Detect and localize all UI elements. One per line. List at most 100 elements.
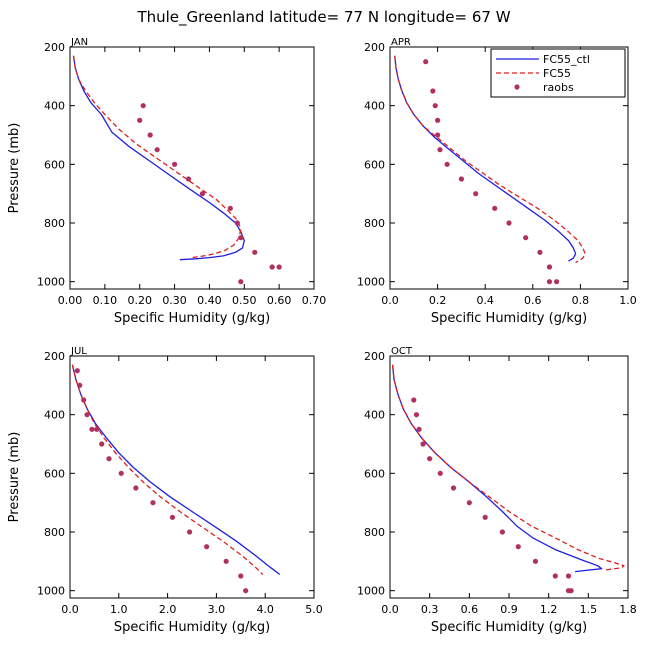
panel-apr: APR 0.0 0.2 0.4 0.6 0.8 1.0 200 400 600 800 1000 Spe…	[357, 37, 637, 326]
fc55-line	[391, 364, 625, 571]
y-axis-label: Pressure (mb)	[7, 123, 22, 214]
raobs-point	[77, 382, 83, 388]
x-tick-label: 3.0	[208, 603, 226, 616]
raobs-point	[252, 249, 258, 255]
raobs-point	[171, 161, 178, 167]
y-tick-label: 800	[44, 217, 65, 230]
raobs-point	[238, 573, 244, 579]
fc55-line	[72, 55, 242, 259]
raobs-point	[99, 441, 105, 447]
panel-title: JUL	[70, 346, 87, 357]
y-axis-label: Pressure (mb)	[7, 432, 22, 523]
raobs-point	[482, 514, 488, 520]
y-tick-label: 1000	[37, 276, 65, 289]
legend-label-raobs: raobs	[543, 81, 574, 94]
legend-label-ctl: FC55_ctl	[543, 53, 590, 66]
fc55-ctl-line	[72, 55, 245, 261]
panel-oct: OCT 0.0 0.3 0.6 0.9 1.2 1.5 1.8 200 400 600 800 1000…	[357, 346, 637, 635]
raobs-point	[269, 264, 275, 270]
x-tick-label: 0.30	[162, 294, 187, 307]
x-tick-label: 1.2	[540, 603, 558, 616]
raobs-point	[140, 103, 146, 109]
raobs-point	[537, 249, 543, 255]
x-tick-label: 0.10	[93, 294, 118, 307]
raobs-point	[276, 264, 282, 270]
raobs-point	[234, 220, 240, 226]
raobs-point	[243, 588, 249, 594]
raobs-point	[169, 514, 176, 520]
x-tick-label: 1.0	[619, 294, 637, 307]
y-tick-label: 200	[44, 350, 65, 363]
raobs-point	[568, 588, 574, 594]
x-tick-label: 0.9	[500, 603, 518, 616]
raobs-point	[423, 59, 429, 65]
raobs-point	[458, 176, 464, 182]
x-tick-label: 0.00	[58, 294, 83, 307]
raobs-point	[435, 132, 441, 138]
raobs-point	[523, 235, 529, 241]
x-tick-label: 1.0	[110, 603, 128, 616]
raobs-point	[81, 397, 87, 403]
raobs-point	[473, 191, 479, 197]
x-tick-label: 5.0	[305, 603, 323, 616]
x-tick-label: 0.20	[127, 294, 152, 307]
fc55-ctl-line	[391, 364, 603, 573]
raobs-point	[84, 412, 90, 418]
raobs-point	[437, 470, 443, 476]
x-axis-label: Specific Humidity (g/kg)	[431, 311, 587, 326]
raobs-point	[435, 117, 441, 123]
panel-title: OCT	[391, 346, 413, 357]
raobs-point	[147, 132, 153, 138]
legend-label-fc55: FC55	[543, 67, 571, 80]
y-tick-label: 800	[364, 526, 385, 539]
y-tick-label: 600	[44, 467, 65, 480]
x-axis-label: Specific Humidity (g/kg)	[431, 620, 587, 635]
raobs-point	[515, 544, 521, 550]
x-axis-label: Specific Humidity (g/kg)	[114, 311, 270, 326]
x-tick-label: 1.5	[580, 603, 598, 616]
x-tick-label: 0.40	[197, 294, 222, 307]
x-axis-label: Specific Humidity (g/kg)	[114, 620, 270, 635]
y-tick-label: 400	[44, 100, 65, 113]
raobs-point	[565, 573, 572, 579]
x-tick-label: 0.60	[267, 294, 292, 307]
raobs-point	[227, 205, 233, 211]
panels: JAN 0.00 0.10 0.20 0.30 0.40 0.50 0.60 0.70 200 40…	[7, 37, 637, 635]
x-tick-label: 0.6	[524, 294, 542, 307]
raobs-point	[552, 573, 558, 579]
legend-raobs-swatch	[514, 84, 520, 90]
x-tick-label: 0.0	[381, 603, 399, 616]
y-tick-label: 1000	[357, 276, 385, 289]
raobs-point	[238, 235, 244, 241]
x-tick-label: 0.3	[421, 603, 439, 616]
raobs-point	[437, 147, 443, 153]
raobs-point	[89, 426, 95, 432]
x-tick-label: 0.4	[476, 294, 494, 307]
y-tick-label: 800	[44, 526, 65, 539]
plot-frame	[69, 355, 315, 599]
y-tick-label: 200	[44, 41, 65, 54]
panel-jan: JAN 0.00 0.10 0.20 0.30 0.40 0.50 0.60 0.70 200 40…	[7, 37, 326, 326]
raobs-point	[492, 205, 498, 211]
raobs-point	[532, 558, 539, 564]
y-tick-label: 1000	[357, 585, 385, 598]
raobs-point	[199, 191, 206, 197]
raobs-point	[430, 88, 436, 94]
y-tick-label: 600	[364, 158, 385, 171]
fc55-ctl-line	[71, 364, 281, 576]
x-tick-label: 0.0	[381, 294, 399, 307]
raobs-point	[506, 220, 512, 226]
raobs-point	[223, 558, 229, 564]
raobs-point	[154, 147, 160, 153]
x-tick-label: 1.8	[619, 603, 637, 616]
raobs-point	[466, 500, 472, 506]
x-tick-label: 0.2	[429, 294, 447, 307]
raobs-point	[186, 529, 193, 535]
raobs-point	[499, 529, 505, 535]
raobs-point	[137, 117, 143, 123]
raobs-point	[185, 176, 192, 182]
raobs-point	[150, 500, 156, 506]
raobs-point	[546, 279, 553, 285]
raobs-point	[554, 279, 560, 285]
raobs-point	[118, 470, 124, 476]
